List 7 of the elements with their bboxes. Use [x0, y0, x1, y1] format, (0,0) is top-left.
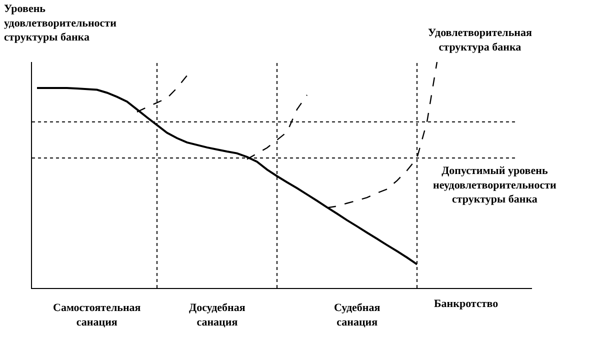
text: Банкротство [434, 298, 499, 310]
text: Удовлетворительная структура банка [428, 27, 532, 54]
annotation: Допустимый уровень неудовлетворительности структуры банка [433, 165, 558, 206]
text: Самостоятельная санация [53, 302, 141, 328]
text: Досудебная санация [189, 302, 246, 328]
text: Судебная санация [334, 302, 380, 328]
y-axis-title: Уровень удовлетворительности структуры банка [4, 3, 118, 44]
